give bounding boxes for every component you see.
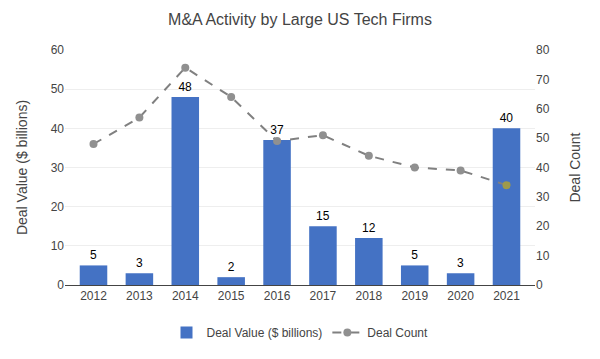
svg-text:2: 2 <box>228 260 235 274</box>
svg-text:37: 37 <box>270 123 284 137</box>
svg-text:2020: 2020 <box>447 289 474 303</box>
svg-text:20: 20 <box>536 219 550 233</box>
svg-text:0: 0 <box>57 278 64 292</box>
svg-text:Deal Value ($ billions): Deal Value ($ billions) <box>207 326 323 340</box>
svg-text:3: 3 <box>457 256 464 270</box>
svg-text:M&A Activity by Large US Tech: M&A Activity by Large US Tech Firms <box>168 11 432 28</box>
svg-text:5: 5 <box>411 248 418 262</box>
svg-text:12: 12 <box>362 221 376 235</box>
svg-text:60: 60 <box>536 102 550 116</box>
svg-text:5: 5 <box>90 248 97 262</box>
svg-text:2013: 2013 <box>126 289 153 303</box>
svg-text:30: 30 <box>51 161 65 175</box>
svg-text:2017: 2017 <box>310 289 337 303</box>
svg-text:2012: 2012 <box>80 289 107 303</box>
svg-text:40: 40 <box>536 161 550 175</box>
svg-text:50: 50 <box>51 82 65 96</box>
svg-text:2016: 2016 <box>264 289 291 303</box>
svg-text:2019: 2019 <box>401 289 428 303</box>
svg-text:48: 48 <box>178 80 192 94</box>
svg-text:3: 3 <box>136 256 143 270</box>
svg-text:50: 50 <box>536 131 550 145</box>
svg-text:40: 40 <box>500 111 514 125</box>
svg-text:60: 60 <box>51 43 65 57</box>
svg-text:0: 0 <box>536 278 543 292</box>
svg-text:10: 10 <box>51 239 65 253</box>
svg-text:2018: 2018 <box>355 289 382 303</box>
svg-text:80: 80 <box>536 43 550 57</box>
svg-text:2015: 2015 <box>218 289 245 303</box>
svg-text:70: 70 <box>536 73 550 87</box>
svg-text:Deal Value ($ billions): Deal Value ($ billions) <box>14 100 30 235</box>
svg-text:Deal Count: Deal Count <box>567 132 583 202</box>
svg-text:Deal Count: Deal Count <box>367 326 428 340</box>
svg-text:30: 30 <box>536 190 550 204</box>
svg-text:10: 10 <box>536 249 550 263</box>
svg-text:40: 40 <box>51 122 65 136</box>
svg-text:2014: 2014 <box>172 289 199 303</box>
svg-text:2021: 2021 <box>493 289 520 303</box>
svg-text:20: 20 <box>51 200 65 214</box>
svg-text:15: 15 <box>316 209 330 223</box>
